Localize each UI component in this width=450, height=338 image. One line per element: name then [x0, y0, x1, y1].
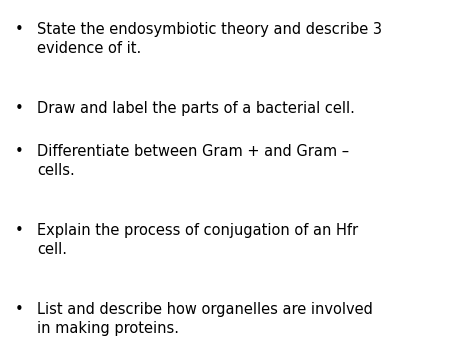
- Text: •: •: [14, 302, 23, 317]
- Text: •: •: [14, 144, 23, 159]
- Text: List and describe how organelles are involved
in making proteins.: List and describe how organelles are inv…: [37, 302, 373, 336]
- Text: •: •: [14, 22, 23, 37]
- Text: State the endosymbiotic theory and describe 3
evidence of it.: State the endosymbiotic theory and descr…: [37, 22, 382, 56]
- Text: Draw and label the parts of a bacterial cell.: Draw and label the parts of a bacterial …: [37, 101, 355, 116]
- Text: •: •: [14, 101, 23, 116]
- Text: Explain the process of conjugation of an Hfr
cell.: Explain the process of conjugation of an…: [37, 223, 358, 257]
- Text: •: •: [14, 223, 23, 238]
- Text: Differentiate between Gram + and Gram –
cells.: Differentiate between Gram + and Gram – …: [37, 144, 349, 178]
